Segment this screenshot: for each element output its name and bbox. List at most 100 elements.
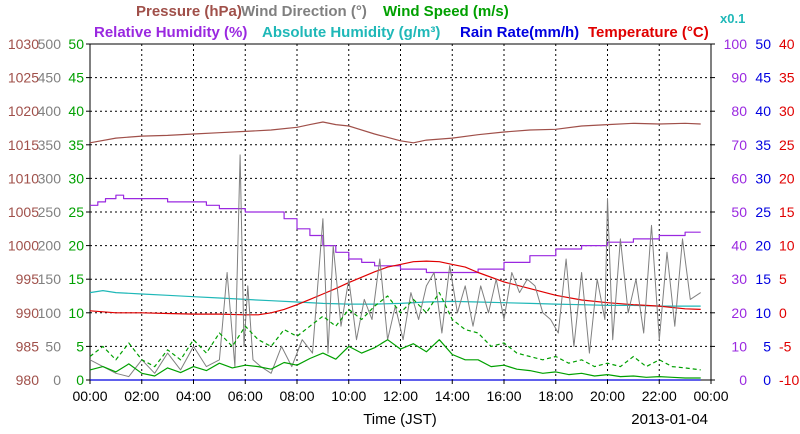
date-label: 2013-01-04: [631, 411, 708, 428]
tick-label-wind-speed: 30: [68, 170, 84, 186]
tick-label-pressure: 1015: [8, 137, 39, 153]
tick-label-rain: 30: [755, 170, 771, 186]
tick-label-rel-hum: 60: [731, 170, 747, 186]
tick-label-rel-hum: 10: [731, 338, 747, 354]
x-tick-label: 08:00: [279, 388, 314, 404]
tick-label-wind-dir: 500: [38, 36, 62, 52]
tick-label-wind-dir: 300: [38, 170, 62, 186]
tick-label-wind-dir: 200: [38, 238, 62, 254]
tick-label-temp: 5: [779, 271, 787, 287]
tick-label-temp: 20: [779, 170, 795, 186]
legend-abs-hum: Absolute Humidity (g/m³): [262, 24, 440, 41]
tick-label-rain: 0: [763, 372, 771, 388]
tick-label-temp: 10: [779, 238, 795, 254]
tick-label-wind-dir: 400: [38, 103, 62, 119]
tick-label-pressure: 1000: [8, 238, 39, 254]
legend-abs-hum-scale: x0.1: [720, 11, 745, 26]
tick-label-rain: 35: [755, 137, 771, 153]
legend-wind-speed: Wind Speed (m/s): [383, 3, 509, 20]
tick-label-pressure: 1005: [8, 204, 39, 220]
tick-label-rain: 45: [755, 70, 771, 86]
tick-label-rel-hum: 90: [731, 70, 747, 86]
tick-label-temp: 40: [779, 36, 795, 52]
tick-label-pressure: 1020: [8, 103, 39, 119]
tick-label-wind-speed: 20: [68, 238, 84, 254]
tick-label-pressure: 1030: [8, 36, 39, 52]
tick-label-wind-dir: 250: [38, 204, 62, 220]
axes-layer: 1030102510201015101010051000995990985980…: [8, 36, 800, 404]
tick-label-temp: 30: [779, 103, 795, 119]
tick-label-rain: 15: [755, 271, 771, 287]
tick-label-wind-speed: 40: [68, 103, 84, 119]
tick-label-rain: 25: [755, 204, 771, 220]
tick-label-wind-dir: 50: [45, 338, 61, 354]
x-tick-label: 02:00: [124, 388, 159, 404]
tick-label-rain: 50: [755, 36, 771, 52]
series-line-wind-gust: [89, 292, 701, 371]
x-tick-label: 16:00: [486, 388, 521, 404]
tick-label-temp: 25: [779, 137, 795, 153]
tick-label-wind-dir: 0: [53, 372, 61, 388]
series-line-wind-dir: [89, 154, 701, 378]
tick-label-pressure: 995: [16, 271, 40, 287]
tick-label-wind-speed: 0: [76, 372, 84, 388]
tick-label-rel-hum: 20: [731, 305, 747, 321]
tick-label-wind-speed: 25: [68, 204, 84, 220]
tick-label-pressure: 980: [16, 372, 40, 388]
tick-label-rain: 40: [755, 103, 771, 119]
tick-label-rel-hum: 100: [724, 36, 748, 52]
tick-label-rain: 20: [755, 238, 771, 254]
x-tick-label: 20:00: [590, 388, 625, 404]
tick-label-pressure: 990: [16, 305, 40, 321]
tick-label-pressure: 985: [16, 338, 40, 354]
x-tick-label: 14:00: [435, 388, 470, 404]
x-tick-label: 00:00: [72, 388, 107, 404]
x-tick-label: 06:00: [228, 388, 263, 404]
tick-label-wind-dir: 350: [38, 137, 62, 153]
x-tick-label: 12:00: [383, 388, 418, 404]
series-line-wind-speed: [89, 339, 701, 379]
x-tick-label: 10:00: [331, 388, 366, 404]
tick-label-rain: 5: [763, 338, 771, 354]
tick-label-wind-speed: 15: [68, 271, 84, 287]
legend-temp: Temperature (°C): [588, 24, 709, 41]
legend-rain: Rain Rate(mm/h): [460, 24, 579, 41]
tick-label-rel-hum: 0: [739, 372, 747, 388]
tick-label-temp: 0: [779, 305, 787, 321]
series-line-abs-hum: [89, 290, 701, 307]
tick-label-temp: 15: [779, 204, 795, 220]
tick-label-pressure: 1025: [8, 70, 39, 86]
tick-label-wind-dir: 450: [38, 70, 62, 86]
series-line-pressure: [89, 121, 701, 144]
tick-label-wind-speed: 50: [68, 36, 84, 52]
legend-pressure: Pressure (hPa): [136, 3, 242, 20]
series-line-rel-hum: [90, 194, 701, 274]
series-layer: [89, 121, 701, 381]
x-axis-label: Time (JST): [363, 411, 437, 428]
tick-label-wind-speed: 10: [68, 305, 84, 321]
tick-label-pressure: 1010: [8, 170, 39, 186]
tick-label-rel-hum: 80: [731, 103, 747, 119]
tick-label-rel-hum: 30: [731, 271, 747, 287]
tick-label-wind-speed: 45: [68, 70, 84, 86]
tick-label-rel-hum: 70: [731, 137, 747, 153]
tick-label-temp: -5: [779, 338, 792, 354]
tick-label-rel-hum: 40: [731, 238, 747, 254]
tick-label-wind-speed: 35: [68, 137, 84, 153]
legend: Pressure (hPa) Wind Direction (°) Wind Spe…: [94, 3, 745, 41]
x-tick-label: 18:00: [538, 388, 573, 404]
x-tick-label: 04:00: [176, 388, 211, 404]
x-tick-label: 22:00: [642, 388, 677, 404]
legend-rel-hum: Relative Humidity (%): [94, 24, 247, 41]
tick-label-rel-hum: 50: [731, 204, 747, 220]
tick-label-wind-speed: 5: [76, 338, 84, 354]
tick-label-temp: 35: [779, 70, 795, 86]
tick-label-wind-dir: 150: [38, 271, 62, 287]
tick-label-wind-dir: 100: [38, 305, 62, 321]
legend-wind-dir: Wind Direction (°): [241, 3, 367, 20]
tick-label-temp: -10: [779, 372, 799, 388]
tick-label-rain: 10: [755, 305, 771, 321]
x-tick-label: 00:00: [693, 388, 728, 404]
